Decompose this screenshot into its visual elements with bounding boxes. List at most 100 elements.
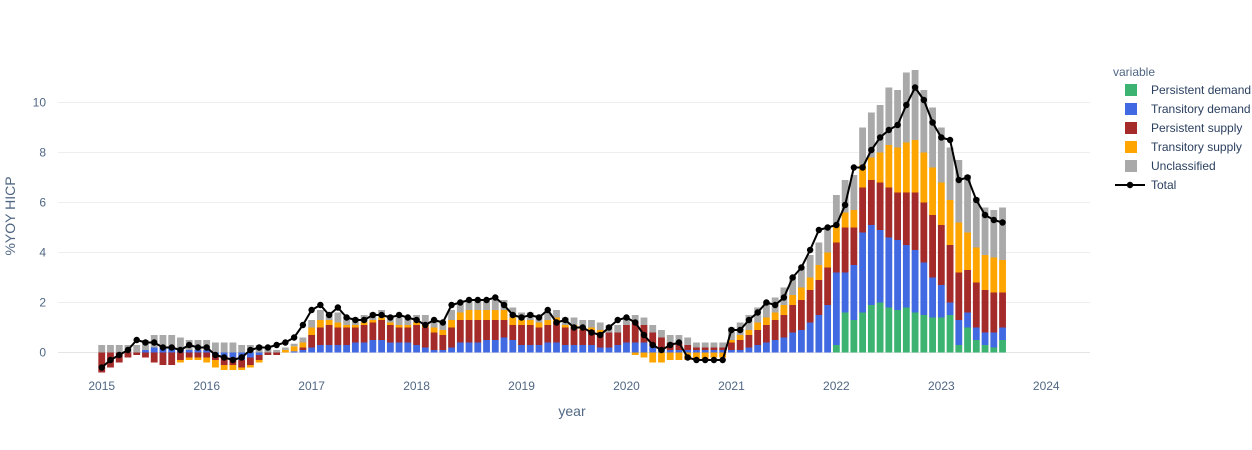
bar-segment bbox=[369, 340, 377, 353]
bar-segment bbox=[614, 325, 622, 333]
bar-segment bbox=[509, 325, 517, 340]
total-point bbox=[465, 296, 473, 304]
bar-segment bbox=[290, 351, 298, 353]
total-point bbox=[894, 121, 901, 129]
bar-segment bbox=[841, 272, 849, 313]
bar-segment bbox=[719, 342, 727, 348]
total-point bbox=[964, 174, 971, 181]
bar-segment bbox=[334, 345, 342, 353]
legend-item[interactable]: Unclassified bbox=[1125, 159, 1216, 173]
bar-segment bbox=[876, 152, 884, 183]
bar-segment bbox=[185, 352, 193, 358]
bar-segment bbox=[701, 342, 709, 348]
legend-item[interactable]: Transitory demand bbox=[1125, 102, 1251, 116]
bar-segment bbox=[553, 322, 560, 343]
bar-segment bbox=[378, 317, 386, 320]
bar-segment bbox=[238, 367, 246, 370]
bar-segment bbox=[386, 342, 394, 353]
total-point bbox=[509, 311, 516, 319]
bar-segment bbox=[710, 350, 718, 353]
legend-item[interactable]: Total bbox=[1115, 178, 1176, 192]
bar-segment bbox=[981, 255, 989, 290]
bar-segment bbox=[421, 315, 429, 325]
total-point bbox=[378, 311, 385, 319]
bar-segment bbox=[955, 320, 963, 345]
x-tick-label: 2021 bbox=[718, 379, 745, 393]
total-point bbox=[859, 164, 866, 171]
legend-label: Persistent supply bbox=[1151, 121, 1242, 135]
bar-segment bbox=[430, 327, 438, 333]
legend-item[interactable]: Persistent demand bbox=[1125, 83, 1251, 97]
legend-swatch bbox=[1125, 84, 1137, 96]
bar-segment bbox=[666, 335, 674, 343]
bar-segment bbox=[107, 345, 114, 353]
bar-segment bbox=[894, 90, 902, 148]
bar-segment bbox=[990, 347, 998, 353]
bar-segment bbox=[990, 257, 998, 293]
bar-segment bbox=[964, 270, 971, 313]
total-point bbox=[824, 224, 831, 231]
bar-segment bbox=[229, 342, 237, 353]
bar-segment bbox=[386, 325, 394, 343]
bar-segment bbox=[658, 352, 665, 363]
legend-item[interactable]: Persistent supply bbox=[1125, 121, 1242, 135]
bar-segment bbox=[159, 335, 167, 348]
y-axis-title: %YOY HICP bbox=[2, 176, 18, 255]
bar-segment bbox=[675, 350, 683, 353]
bar-segment bbox=[780, 315, 788, 338]
legend-item[interactable]: Transitory supply bbox=[1125, 140, 1242, 154]
bar-segment bbox=[675, 335, 683, 343]
bar-segment bbox=[491, 310, 499, 320]
total-point bbox=[535, 314, 543, 321]
bar-segment bbox=[185, 350, 193, 353]
bar-segment bbox=[570, 345, 578, 353]
bar-segment bbox=[229, 365, 237, 370]
bar-segment bbox=[841, 212, 849, 228]
bar-segment bbox=[797, 287, 805, 300]
y-tick-label: 10 bbox=[33, 96, 47, 110]
bar-segment bbox=[623, 325, 630, 343]
bar-segment bbox=[859, 187, 867, 233]
bar-segment bbox=[588, 320, 595, 328]
total-point bbox=[745, 316, 753, 324]
bar-segment bbox=[465, 310, 473, 320]
bar-segment bbox=[780, 305, 788, 315]
bar-segment bbox=[745, 347, 753, 353]
bar-segment bbox=[430, 332, 438, 350]
bar-segment bbox=[229, 352, 237, 358]
bar-segment bbox=[972, 340, 980, 353]
total-point bbox=[229, 356, 237, 364]
total-point bbox=[387, 314, 394, 321]
bar-segment bbox=[929, 215, 936, 278]
x-tick-label: 2022 bbox=[823, 379, 850, 393]
bar-segment bbox=[859, 312, 867, 353]
bar-segment bbox=[841, 227, 849, 273]
bar-segment bbox=[675, 342, 683, 350]
total-point bbox=[798, 264, 805, 271]
bar-segment bbox=[929, 317, 936, 353]
total-point bbox=[527, 311, 534, 319]
bar-segment bbox=[483, 340, 490, 353]
total-point bbox=[185, 341, 193, 349]
bar-segment bbox=[850, 210, 858, 228]
bar-segment bbox=[588, 327, 595, 330]
bar-segment bbox=[124, 352, 132, 358]
total-point bbox=[597, 331, 604, 339]
total-point bbox=[920, 96, 928, 104]
bar-segment bbox=[955, 222, 963, 273]
bar-segment bbox=[999, 260, 1006, 293]
bar-segment bbox=[316, 345, 324, 353]
x-tick-label: 2016 bbox=[193, 379, 220, 393]
bar-segment bbox=[264, 352, 272, 355]
bar-segment bbox=[955, 160, 963, 223]
total-point bbox=[955, 176, 963, 184]
bar-segment bbox=[430, 350, 438, 353]
bar-segment bbox=[316, 310, 324, 320]
bar-segment bbox=[920, 262, 928, 315]
bar-segment bbox=[666, 350, 674, 353]
bar-segment bbox=[658, 337, 665, 348]
total-point bbox=[116, 351, 123, 359]
bar-segment bbox=[684, 350, 692, 353]
bar-segment bbox=[290, 343, 298, 347]
total-point bbox=[247, 346, 254, 354]
